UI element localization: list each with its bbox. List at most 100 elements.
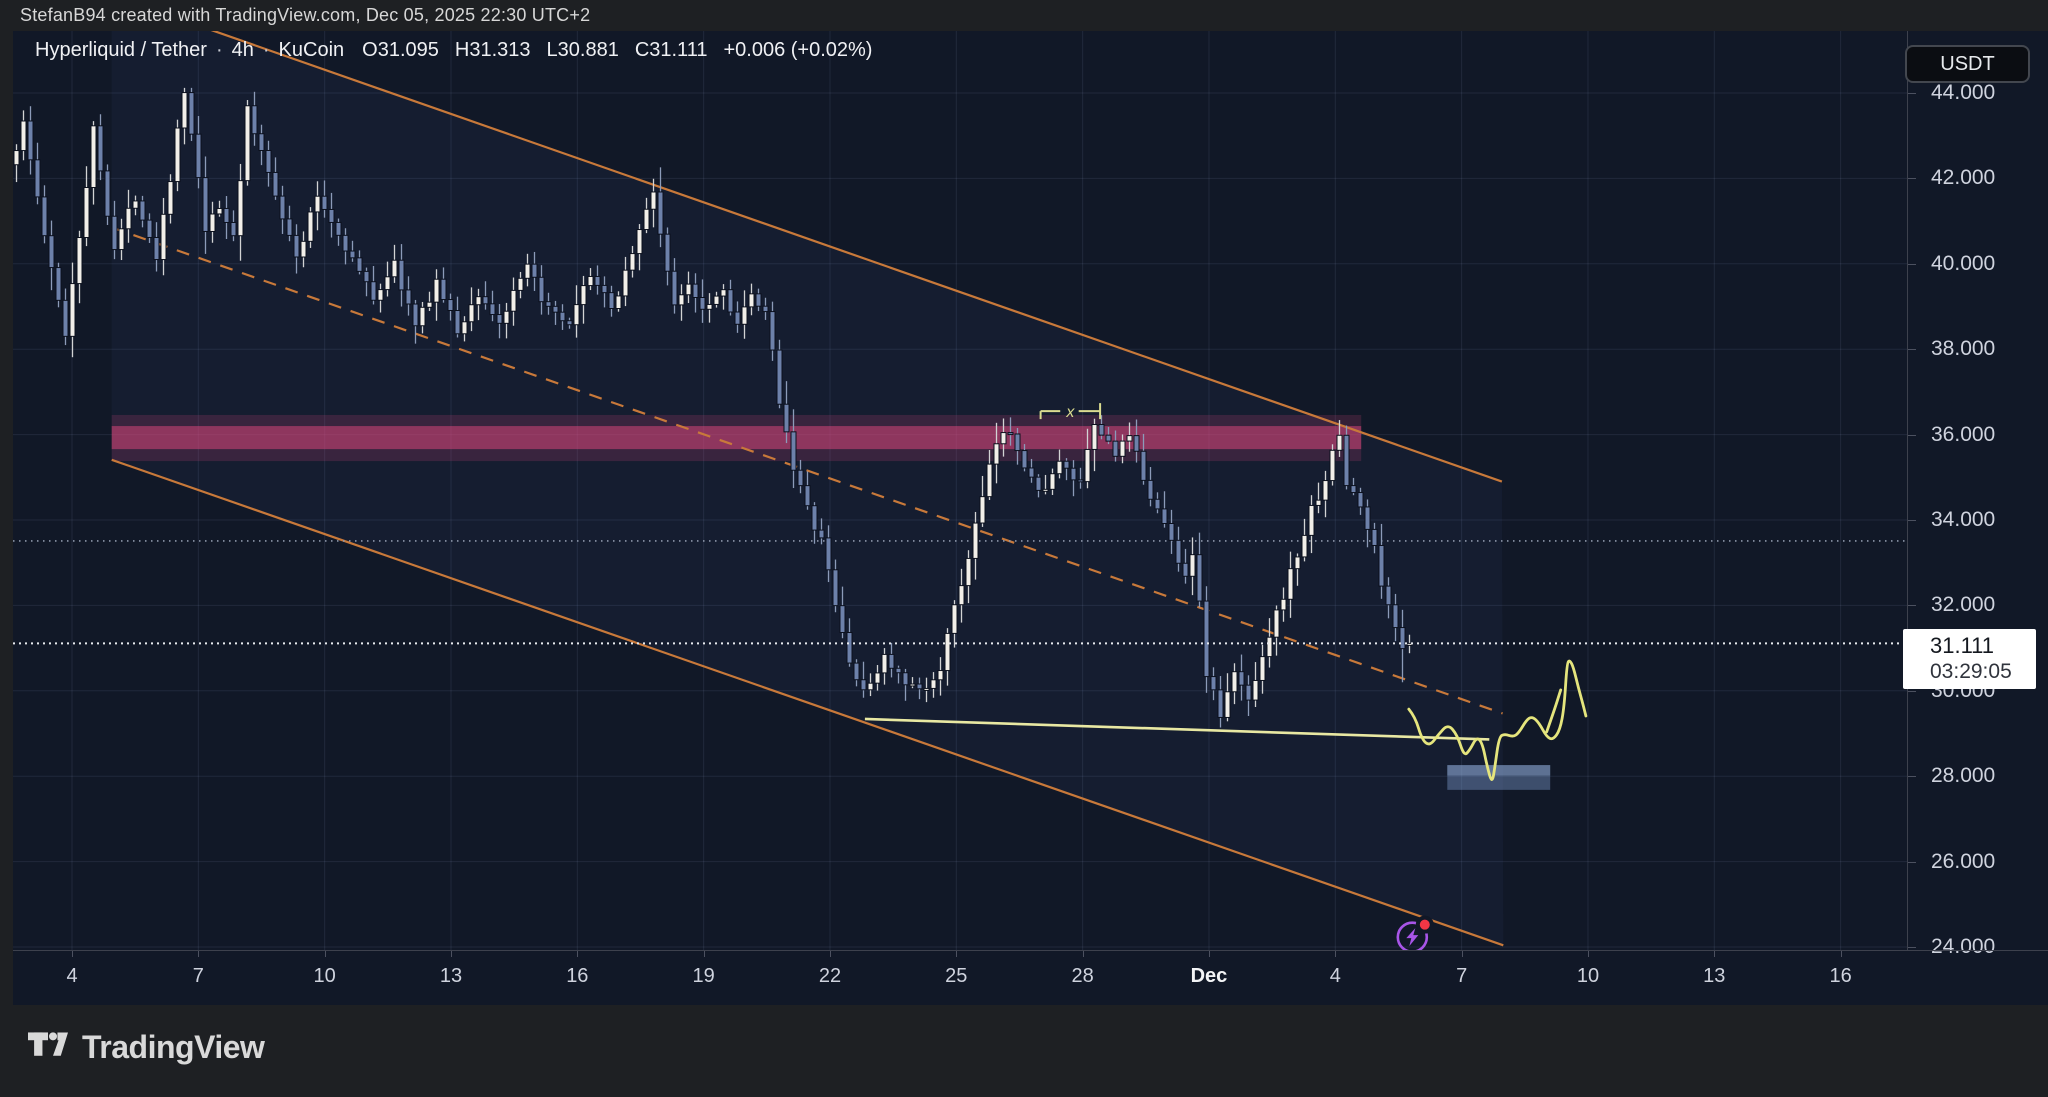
candle-up bbox=[237, 180, 244, 237]
candle-up bbox=[587, 275, 594, 287]
candle-up bbox=[174, 127, 181, 183]
last-price-value: 31.111 bbox=[1930, 632, 1995, 658]
time-axis-label: 19 bbox=[692, 965, 715, 987]
candle-down bbox=[363, 270, 370, 283]
candle-down bbox=[27, 120, 34, 161]
candle-down bbox=[888, 653, 895, 669]
candle-up bbox=[1224, 691, 1231, 718]
candle-down bbox=[41, 196, 48, 237]
candle-up bbox=[503, 310, 510, 324]
flash-icon bbox=[1396, 921, 1429, 950]
candle-down bbox=[34, 159, 41, 198]
attribution-text: StefanB94 created with TradingView.com, … bbox=[20, 5, 591, 25]
time-axis-label-month: Dec bbox=[1190, 965, 1228, 987]
candle-up bbox=[307, 211, 314, 242]
candle-up bbox=[125, 207, 132, 230]
price-axis-label: 24.000 bbox=[1931, 935, 1996, 958]
candle-down bbox=[188, 92, 195, 135]
candle-down bbox=[1168, 522, 1175, 541]
time-axis[interactable]: 4 7 10 13 16 19 22 25 28 Dec 4 7 10 13 16 bbox=[13, 950, 2048, 1005]
candle-up bbox=[167, 181, 174, 215]
separator: · bbox=[262, 38, 270, 61]
candle-up bbox=[993, 443, 1000, 465]
candle-down bbox=[608, 292, 615, 310]
close-value: C31.111 bbox=[634, 38, 708, 61]
candle-down bbox=[454, 310, 461, 335]
candle-down bbox=[776, 349, 783, 405]
symbol-name[interactable]: Hyperliquid / Tether bbox=[35, 38, 207, 61]
chart-canvas[interactable]: x bbox=[13, 31, 1907, 950]
candle-up bbox=[475, 296, 482, 306]
currency-toggle-button[interactable]: USDT bbox=[1905, 45, 2030, 83]
candle-up bbox=[20, 120, 27, 152]
candle-down bbox=[195, 133, 202, 179]
chart-pane[interactable]: x Hyperliquid / Tether · 4h · KuCoin O31… bbox=[13, 31, 1907, 950]
candles-down bbox=[27, 87, 1406, 728]
candle-up bbox=[118, 228, 125, 251]
candle-down bbox=[370, 281, 377, 301]
candle-up bbox=[748, 293, 755, 308]
candle-down bbox=[601, 284, 608, 294]
exchange-label[interactable]: KuCoin bbox=[278, 38, 345, 61]
candle-down bbox=[692, 283, 699, 298]
candle-up bbox=[713, 295, 720, 305]
candle-down bbox=[1007, 432, 1014, 436]
time-axis-tick bbox=[198, 951, 200, 957]
candle-up bbox=[636, 229, 643, 255]
candle-down bbox=[1245, 684, 1252, 701]
price-axis-tick bbox=[1908, 861, 1916, 863]
candle-up bbox=[874, 672, 881, 684]
price-axis[interactable]: 31.111 03:29:05 44.000 42.000 40.000 38.000… bbox=[1903, 31, 2048, 958]
candle-up bbox=[1252, 679, 1259, 701]
candle-down bbox=[1378, 544, 1385, 587]
candle-down bbox=[202, 177, 209, 232]
time-axis-tick bbox=[1208, 951, 1210, 957]
candle-up bbox=[1119, 440, 1126, 457]
candle-up bbox=[650, 191, 657, 210]
candle-down bbox=[1392, 604, 1399, 629]
candle-down bbox=[279, 195, 286, 220]
candle-up bbox=[951, 604, 958, 634]
candle-up bbox=[524, 263, 531, 279]
candle-down bbox=[559, 311, 566, 322]
candle-up bbox=[1280, 598, 1287, 611]
last-price-label[interactable]: 31.111 03:29:05 bbox=[1903, 628, 2036, 689]
price-axis-label: 32.000 bbox=[1931, 593, 1996, 617]
candle-up bbox=[13, 150, 20, 166]
candle-down bbox=[902, 672, 909, 686]
demand-box-highlight bbox=[1447, 765, 1551, 776]
candle-up bbox=[216, 207, 223, 215]
candle-up bbox=[300, 240, 307, 258]
symbol-header[interactable]: Hyperliquid / Tether · 4h · KuCoin O31.0… bbox=[35, 35, 872, 65]
candle-down bbox=[104, 170, 111, 217]
price-axis-tick bbox=[1908, 690, 1916, 692]
price-axis-tick bbox=[1908, 520, 1916, 521]
interval-label[interactable]: 4h bbox=[231, 38, 254, 61]
lightning-bolt-icon bbox=[1406, 928, 1419, 947]
candle-up bbox=[615, 295, 622, 310]
price-axis-tick bbox=[1908, 178, 1916, 180]
candle-down bbox=[440, 278, 447, 301]
candle-down bbox=[790, 431, 797, 471]
candle-down bbox=[860, 679, 867, 691]
candle-down bbox=[657, 191, 664, 235]
candle-up bbox=[1049, 473, 1056, 490]
price-axis-tick bbox=[1908, 776, 1916, 778]
candle-down bbox=[48, 235, 55, 269]
time-axis-tick bbox=[450, 951, 452, 957]
candle-up bbox=[132, 200, 139, 209]
tradingview-logo[interactable]: TradingView bbox=[28, 1029, 265, 1066]
candle-up bbox=[965, 557, 972, 587]
candle-down bbox=[62, 299, 69, 337]
time-axis-label: 16 bbox=[1829, 965, 1852, 987]
candle-up bbox=[1091, 424, 1098, 450]
candle-down bbox=[846, 632, 853, 664]
candle-down bbox=[1238, 671, 1245, 686]
candle-down bbox=[1098, 424, 1105, 436]
candle-up bbox=[1084, 448, 1091, 483]
high-value: H31.313 bbox=[454, 38, 531, 61]
candle-down bbox=[832, 569, 839, 607]
low-value: L30.881 bbox=[546, 38, 619, 61]
candle-up bbox=[1308, 504, 1315, 536]
